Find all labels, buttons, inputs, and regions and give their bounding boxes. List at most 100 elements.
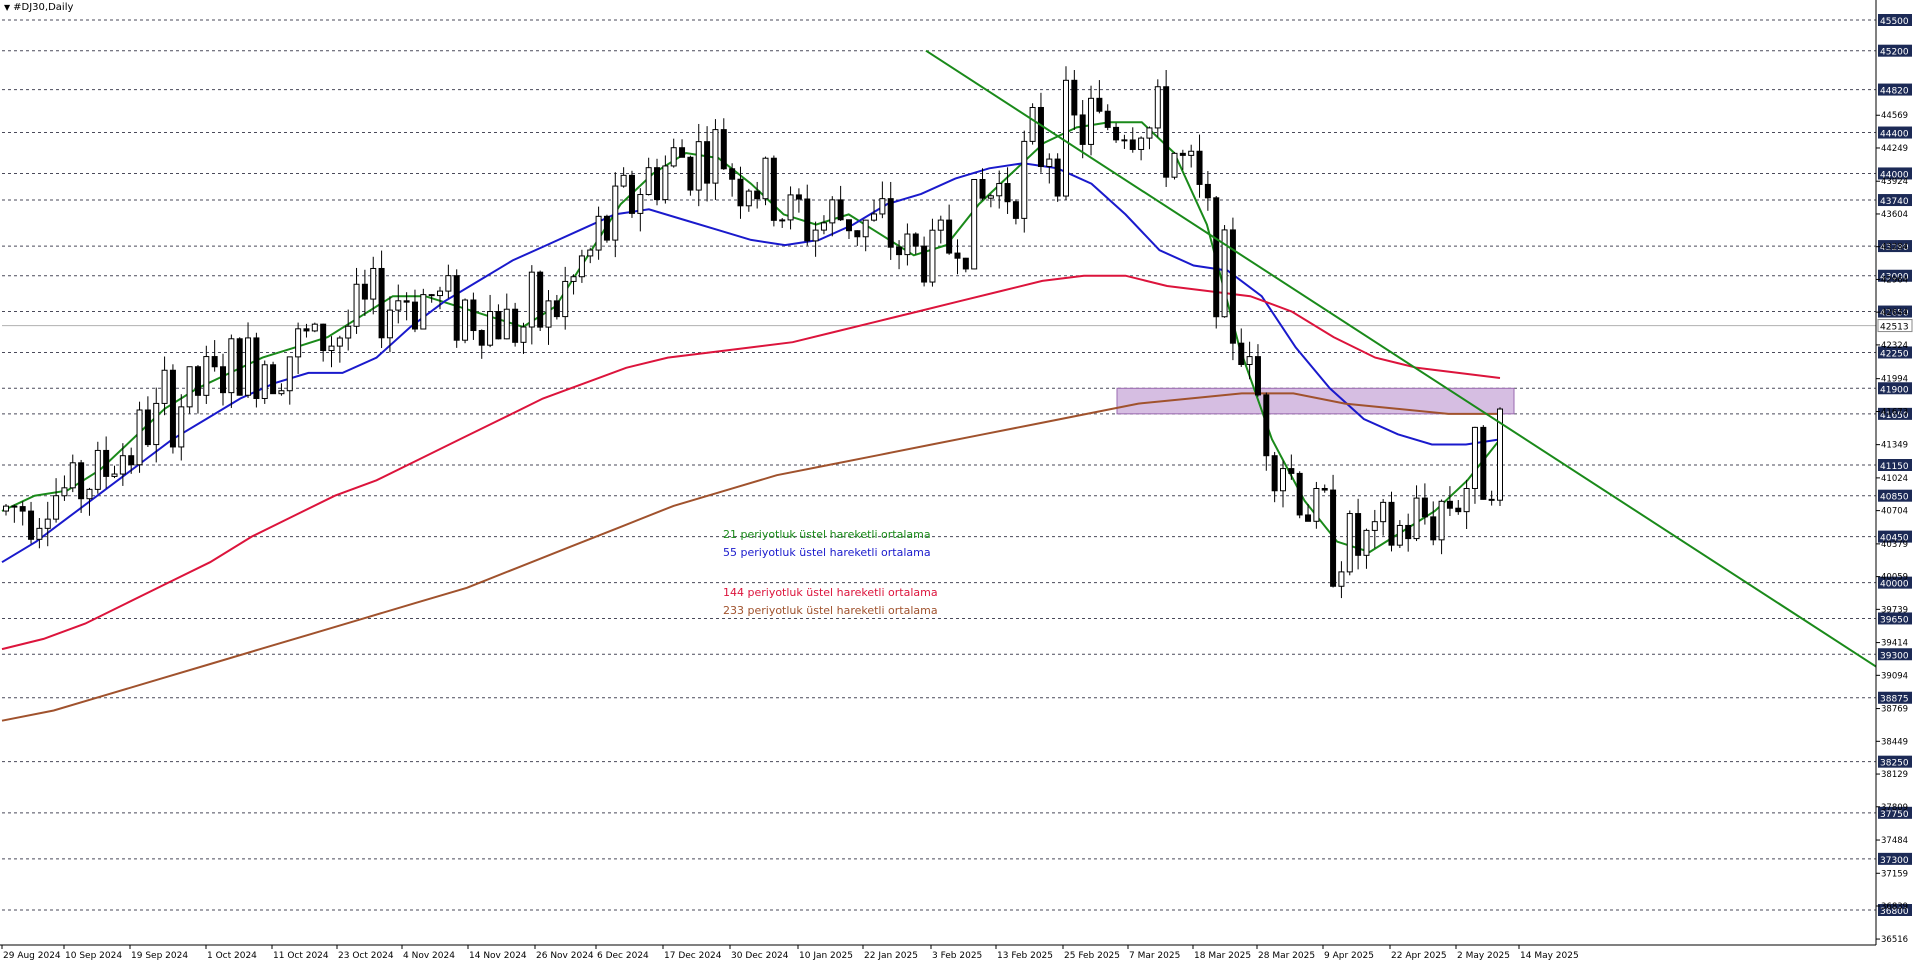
candle xyxy=(161,356,168,416)
candle xyxy=(1096,80,1103,114)
date-tick-label: 13 Feb 2025 xyxy=(997,951,1053,961)
scale-tick-label: 40379 xyxy=(1881,540,1908,550)
candle xyxy=(879,181,886,219)
candle xyxy=(1388,491,1395,552)
scale-tick-label: 44569 xyxy=(1881,111,1908,121)
candle xyxy=(720,118,727,170)
candle xyxy=(645,157,652,196)
candle xyxy=(595,206,602,260)
candle xyxy=(462,298,469,344)
date-tick-label: 14 Nov 2024 xyxy=(469,951,527,961)
candle xyxy=(962,257,969,273)
level-price-label: 42250 xyxy=(1878,346,1912,359)
level-price-text: 39650 xyxy=(1880,615,1909,625)
candle xyxy=(662,155,669,204)
candle xyxy=(1488,490,1495,506)
level-price-label: 44400 xyxy=(1878,126,1912,140)
level-price-label: 39300 xyxy=(1878,648,1912,661)
date-tick-label: 25 Feb 2025 xyxy=(1064,951,1120,961)
symbol-timeframe-label: #DJ30,Daily xyxy=(13,2,74,13)
scale-tick-label: 39414 xyxy=(1881,639,1908,649)
current-price-badge: 42513 xyxy=(1877,319,1913,333)
candle xyxy=(1229,217,1236,361)
candle xyxy=(61,475,68,501)
scale-tick-label: 37809 xyxy=(1881,803,1908,813)
candle xyxy=(1288,454,1295,480)
candle xyxy=(1113,122,1120,143)
candle xyxy=(1171,152,1178,180)
level-price-text: 40850 xyxy=(1880,493,1909,503)
level-price-text: 42650 xyxy=(1880,309,1909,319)
scale-tick-label: 42644 xyxy=(1881,308,1908,318)
candle xyxy=(1271,451,1278,503)
date-tick-label: 11 Oct 2024 xyxy=(273,951,329,961)
date-tick-label: 3 Feb 2025 xyxy=(932,951,982,961)
candle xyxy=(553,294,560,320)
triangle-down-icon[interactable]: ▼ xyxy=(4,3,11,12)
candle xyxy=(1238,328,1245,367)
level-price-text: 42250 xyxy=(1880,349,1909,359)
scale-tick-label: 41349 xyxy=(1881,441,1908,451)
candle xyxy=(1163,69,1170,187)
date-tick-label: 10 Sep 2024 xyxy=(65,951,122,961)
downtrend-line[interactable] xyxy=(925,49,1877,668)
candle xyxy=(1054,153,1061,202)
candle xyxy=(3,503,9,516)
candle xyxy=(1062,66,1069,200)
candle xyxy=(620,167,627,188)
candle xyxy=(194,365,201,414)
candle xyxy=(1405,513,1412,552)
candle xyxy=(1146,126,1153,150)
scale-tick-label: 36516 xyxy=(1881,935,1908,945)
candle xyxy=(670,138,677,168)
date-tick-label: 30 Dec 2024 xyxy=(731,951,789,961)
level-price-label: 45500 xyxy=(1878,14,1912,27)
level-price-text: 44820 xyxy=(1880,87,1909,97)
scale-tick-label: 37484 xyxy=(1881,836,1908,846)
candle xyxy=(478,329,485,359)
candle xyxy=(28,501,35,544)
candle xyxy=(712,119,719,200)
candle xyxy=(286,356,293,405)
level-price-text: 43000 xyxy=(1880,273,1909,283)
candle xyxy=(119,443,126,486)
candle xyxy=(1071,70,1078,130)
date-tick-label: 26 Nov 2024 xyxy=(536,951,594,961)
level-price-text: 37300 xyxy=(1880,856,1909,866)
date-tick-label: 28 Mar 2025 xyxy=(1258,951,1315,961)
scale-tick-label: 38449 xyxy=(1881,737,1908,747)
candle xyxy=(1396,520,1403,549)
legend-ema-233: 233 periyotluk üstel hareketli ortalama xyxy=(723,604,938,617)
candle xyxy=(871,199,878,222)
candle xyxy=(729,163,736,197)
candle xyxy=(587,247,594,264)
candle xyxy=(353,267,360,334)
candle xyxy=(295,322,302,375)
candle xyxy=(94,441,101,494)
candle xyxy=(1471,426,1478,504)
legend-ema-55: 55 periyotluk üstel hareketli ortalama xyxy=(723,546,931,559)
candle xyxy=(1371,509,1378,549)
candle xyxy=(1263,392,1270,471)
candle xyxy=(921,236,928,287)
candle xyxy=(1413,485,1420,542)
date-tick-label: 2 May 2025 xyxy=(1457,951,1510,961)
candle xyxy=(971,178,978,270)
date-tick-label: 10 Jan 2025 xyxy=(799,951,853,961)
candle xyxy=(186,366,193,414)
candle xyxy=(1154,79,1161,138)
scale-tick-label: 44249 xyxy=(1881,144,1908,154)
candle xyxy=(1088,85,1095,156)
candle xyxy=(128,447,135,474)
candle xyxy=(1363,528,1370,569)
candle xyxy=(787,186,794,230)
scale-tick-label: 42324 xyxy=(1881,341,1908,351)
candle xyxy=(520,322,527,354)
candle xyxy=(896,240,903,270)
candle xyxy=(528,265,535,345)
level-price-text: 37750 xyxy=(1880,810,1909,820)
scale-tick-label: 41024 xyxy=(1881,474,1908,484)
candle xyxy=(779,218,786,228)
candle xyxy=(570,274,577,295)
